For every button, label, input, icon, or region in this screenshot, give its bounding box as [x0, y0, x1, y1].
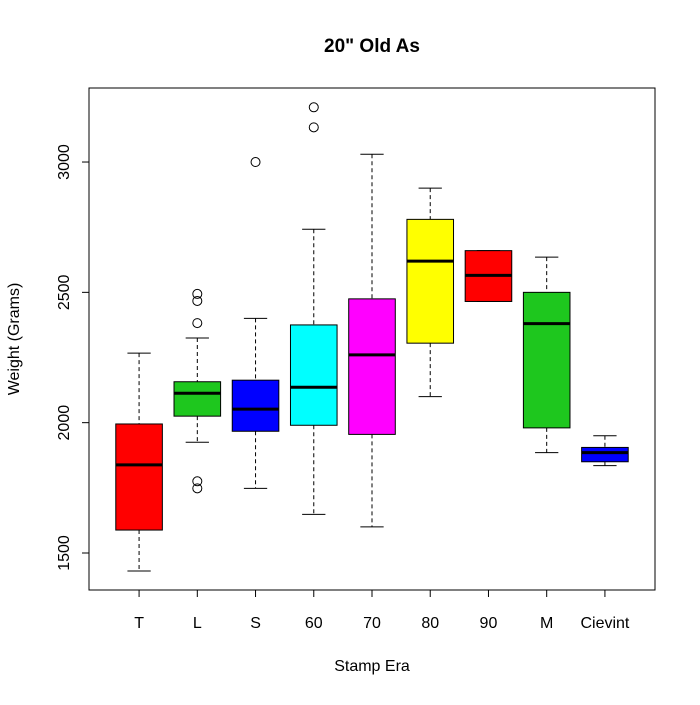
x-tick-label: 80	[421, 615, 439, 632]
box	[173, 381, 222, 417]
y-tick-label: 3000	[56, 144, 73, 180]
outlier	[250, 157, 261, 168]
outlier	[192, 483, 203, 494]
outlier	[192, 295, 203, 306]
x-tick-label: 90	[480, 615, 498, 632]
y-tick-label: 1500	[56, 535, 73, 571]
x-tick-label: M	[540, 615, 553, 632]
chart-title: 20" Old As	[324, 36, 420, 57]
box	[348, 298, 396, 435]
x-tick-label: 70	[363, 615, 381, 632]
outlier	[192, 476, 203, 487]
box	[115, 423, 163, 531]
x-tick-label: S	[250, 615, 261, 632]
x-tick-label: Cievint	[580, 615, 629, 632]
outlier	[308, 102, 319, 113]
box	[522, 291, 571, 429]
y-tick-label: 2000	[56, 405, 73, 441]
x-tick-label: 60	[305, 615, 323, 632]
y-axis-label: Weight (Grams)	[6, 283, 23, 396]
x-tick-label: L	[193, 615, 202, 632]
outlier	[192, 288, 203, 299]
y-tick-label: 2500	[56, 274, 73, 310]
outlier	[308, 122, 319, 133]
outlier	[192, 318, 203, 329]
box	[406, 218, 455, 344]
x-tick-label: T	[134, 615, 144, 632]
x-axis-label: Stamp Era	[334, 658, 410, 675]
box	[231, 379, 280, 432]
box	[289, 324, 338, 426]
box	[581, 446, 629, 463]
